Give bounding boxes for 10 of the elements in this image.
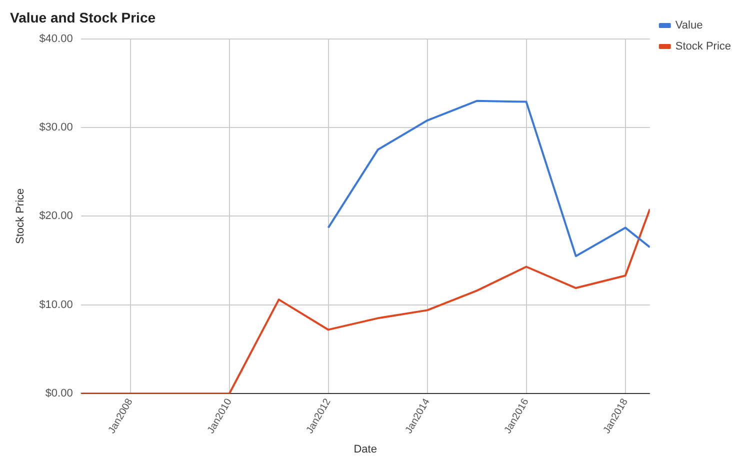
y-tick-label: $0.00 <box>45 388 73 400</box>
y-axis-title: Stock Price <box>14 188 27 244</box>
y-tick-label: $40.00 <box>39 32 73 45</box>
y-tick-label: $20.00 <box>39 210 73 222</box>
x-axis-title: Date <box>354 443 377 456</box>
y-tick-label: $30.00 <box>39 122 73 134</box>
y-tick-label: $10.00 <box>39 298 73 311</box>
chart-title: Value and Stock Price <box>10 9 156 26</box>
legend-label: Value <box>675 20 703 32</box>
legend-label: Stock Price <box>675 40 732 53</box>
